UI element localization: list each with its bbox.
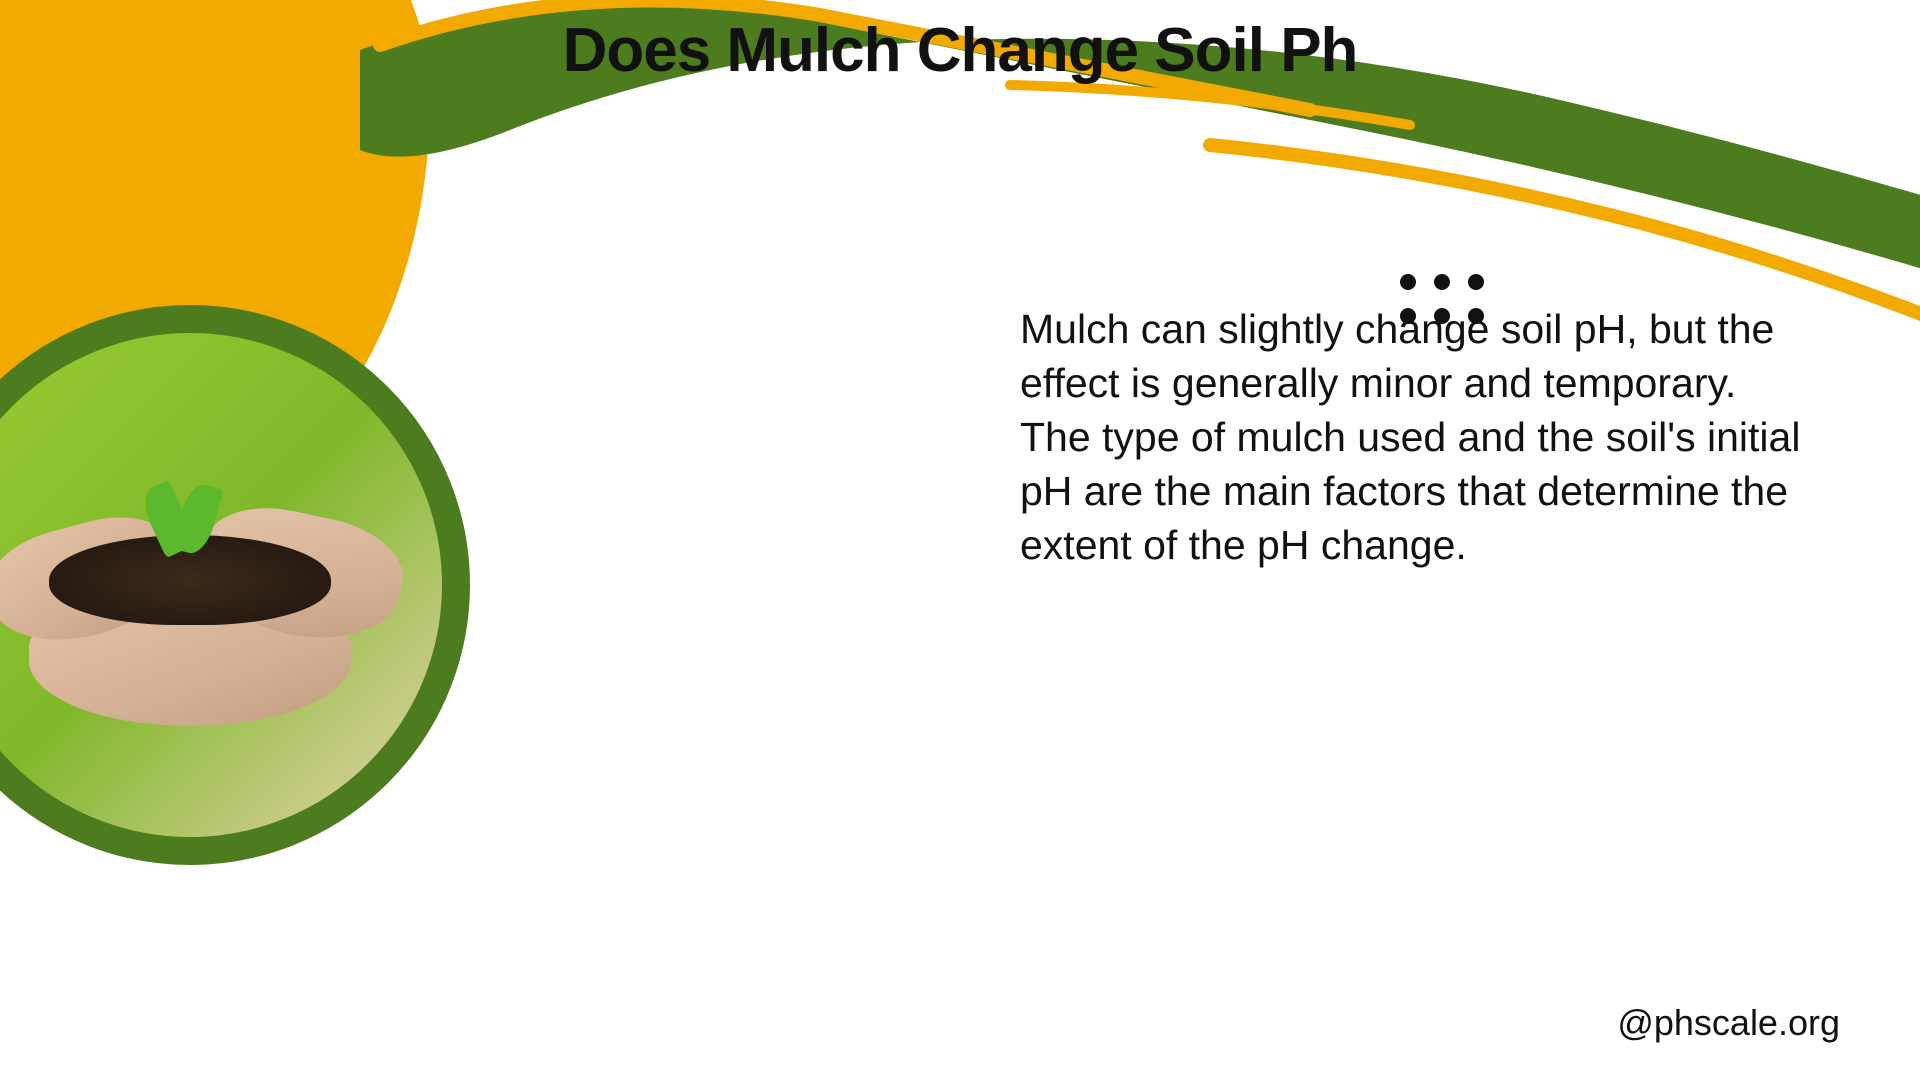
hands-soil-seedling-illustration (0, 333, 442, 837)
dot (1434, 274, 1450, 290)
dot (1400, 274, 1416, 290)
dot (1400, 308, 1416, 324)
dot (1434, 308, 1450, 324)
footer-attribution: @phscale.org (1617, 1002, 1840, 1044)
dot (1468, 274, 1484, 290)
dot (1468, 308, 1484, 324)
body-paragraph: Mulch can slightly change soil pH, but t… (1020, 302, 1810, 573)
seedling (140, 484, 241, 555)
leaf-right (171, 481, 223, 558)
hero-circle-image (0, 305, 470, 865)
decorative-dots-grid (1400, 274, 1484, 324)
page-title: Does Mulch Change Soil Ph (563, 15, 1358, 86)
